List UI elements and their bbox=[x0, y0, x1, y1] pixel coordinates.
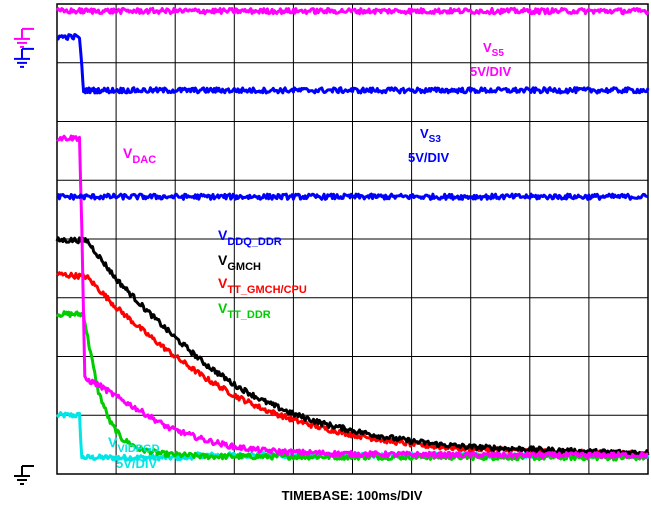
ground-marker-blue-icon bbox=[14, 47, 34, 68]
ground-marker-black-icon bbox=[14, 465, 34, 485]
vs3-label: VS3 bbox=[420, 126, 441, 145]
trace-vs5 bbox=[55, 6, 650, 16]
vdac-label: VDAC bbox=[123, 145, 156, 166]
timebase-label: TIMEBASE: 100ms/DIV bbox=[282, 488, 423, 503]
traces bbox=[55, 6, 650, 462]
vgmch-label: VGMCH bbox=[218, 252, 261, 273]
vs3-scale: 5V/DIV bbox=[408, 150, 450, 165]
vttcpu-label: VTT_GMCH/CPU bbox=[218, 275, 307, 296]
vttddr-label: VTT_DDR bbox=[218, 300, 271, 321]
ground-markers bbox=[14, 27, 34, 485]
trace-vddq bbox=[56, 192, 649, 201]
vvid-label: VVIDPGD bbox=[108, 434, 160, 455]
vvid-scale: 5V/DIV bbox=[116, 456, 158, 471]
trace-vgmch bbox=[55, 236, 650, 457]
trace-vdac bbox=[56, 134, 649, 460]
trace-vs3 bbox=[56, 33, 650, 95]
vs5-label: VS5 bbox=[483, 40, 504, 59]
vs5-scale: 5V/DIV bbox=[470, 64, 512, 79]
ground-marker-magenta-icon bbox=[14, 27, 34, 48]
vddq-label: VDDQ_DDR bbox=[218, 227, 282, 248]
